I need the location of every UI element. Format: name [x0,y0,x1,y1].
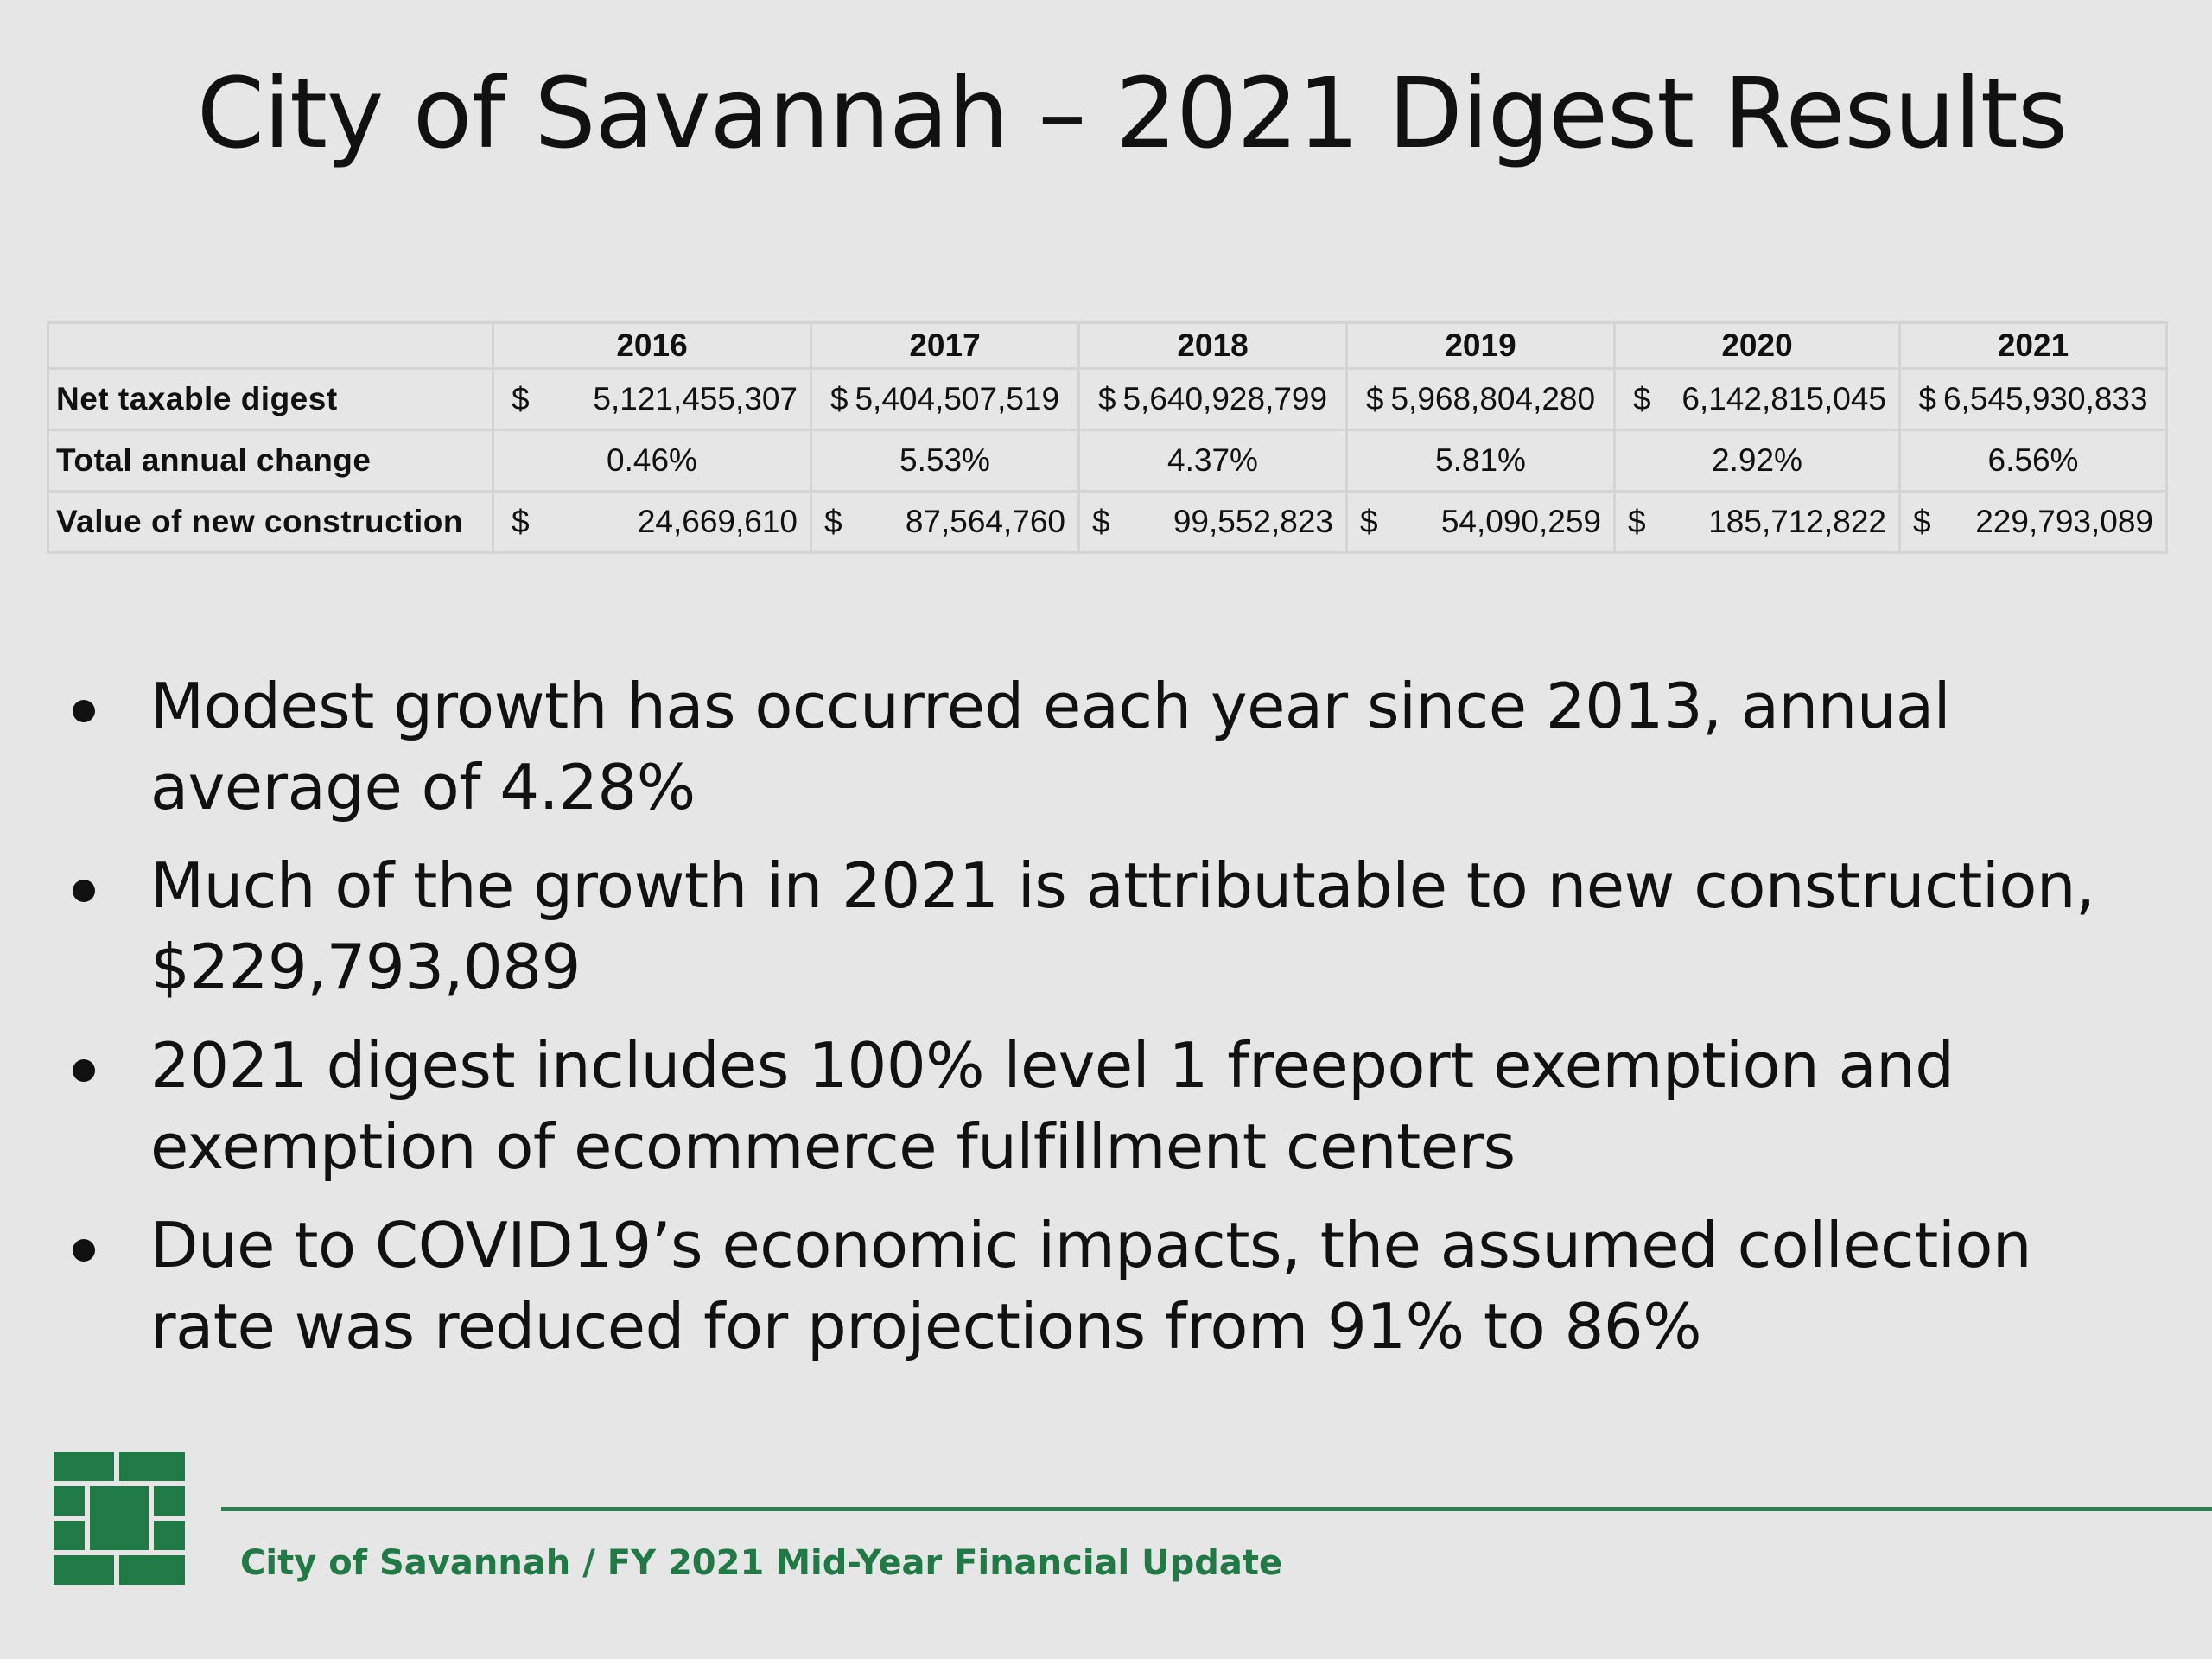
currency-symbol: $ [1092,504,1110,539]
table-cell: $185,712,822 [1613,490,1901,554]
table-cell: $99,552,823 [1077,490,1348,554]
currency-symbol: $ [512,381,530,416]
amount: 6,142,815,045 [1681,381,1886,416]
table-cell: $87,564,760 [810,490,1080,554]
bullet-dot-icon [73,1059,95,1082]
city-brick-logo-icon [54,1452,185,1585]
amount: 99,552,823 [1173,504,1333,539]
table-cell: $24,669,610 [492,490,812,554]
amount: 6,545,930,833 [1942,381,2148,416]
table-cell: $6,545,930,833 [1898,367,2168,431]
row-label: Net taxable digest [47,367,494,431]
amount: 54,090,259 [1440,504,1601,539]
table-cell: 4.37% [1077,429,1348,493]
header-2021: 2021 [1898,321,2168,370]
amount: 229,793,089 [1975,504,2153,539]
amount: 5,121,455,307 [593,381,798,416]
currency-symbol: $ [1628,504,1646,539]
table-cell: 5.81% [1345,429,1616,493]
bullet-dot-icon [73,700,95,722]
currency-symbol: $ [1360,504,1378,539]
row-label: Total annual change [47,429,494,493]
currency-symbol: $ [824,504,842,539]
header-2020: 2020 [1613,321,1901,370]
header-2019: 2019 [1345,321,1616,370]
table-row-total-annual-change: Total annual change 0.46% 5.53% 4.37% 5.… [47,429,2168,493]
amount: 185,712,822 [1708,504,1886,539]
table-cell: $229,793,089 [1898,490,2168,554]
header-2016: 2016 [492,321,812,370]
list-item: Due to COVID19’s economic impacts, the a… [62,1205,2171,1367]
table-cell: 5.53% [810,429,1080,493]
amount: 24,669,610 [637,504,798,539]
table-row-value-new-construction: Value of new construction $24,669,610 $8… [47,490,2168,554]
list-item: Modest growth has occurred each year sin… [62,665,2171,828]
header-empty [47,321,494,370]
table-cell: 0.46% [492,429,812,493]
amount: 87,564,760 [905,504,1065,539]
currency-symbol: $ [1913,504,1931,539]
amount: 5,968,804,280 [1390,381,1596,416]
currency-symbol: $ [1097,381,1116,416]
currency-symbol: $ [830,381,849,416]
table-cell: $54,090,259 [1345,490,1616,554]
bullet-text: 2021 digest includes 100% level 1 freepo… [150,1029,1955,1183]
table-cell: 6.56% [1898,429,2168,493]
bullet-list: Modest growth has occurred each year sin… [62,665,2171,1384]
header-2018: 2018 [1077,321,1348,370]
currency-symbol: $ [1633,381,1651,416]
bullet-text: Much of the growth in 2021 is attributab… [150,849,2095,1003]
list-item: 2021 digest includes 100% level 1 freepo… [62,1025,2171,1187]
bullet-text: Modest growth has occurred each year sin… [150,670,1951,823]
currency-symbol: $ [512,504,530,539]
digest-table: 2016 2017 2018 2019 2020 2021 Net taxabl… [47,321,2168,554]
table-cell: $5,121,455,307 [492,367,812,431]
row-label: Value of new construction [47,490,494,554]
footer-divider [221,1507,2212,1511]
bullet-dot-icon [73,1239,95,1262]
bullet-text: Due to COVID19’s economic impacts, the a… [150,1209,2032,1363]
list-item: Much of the growth in 2021 is attributab… [62,845,2171,1007]
table-header-row: 2016 2017 2018 2019 2020 2021 [47,321,2168,370]
slide-title: City of Savannah – 2021 Digest Results [196,58,2068,170]
table-cell: $5,640,928,799 [1077,367,1348,431]
currency-symbol: $ [1918,381,1936,416]
bullet-dot-icon [73,880,95,902]
table-cell: $5,968,804,280 [1345,367,1616,431]
table-cell: $5,404,507,519 [810,367,1080,431]
table-row-net-taxable-digest: Net taxable digest $5,121,455,307 $5,404… [47,367,2168,431]
table-cell: 2.92% [1613,429,1901,493]
currency-symbol: $ [1365,381,1384,416]
header-2017: 2017 [810,321,1080,370]
amount: 5,404,507,519 [855,381,1060,416]
table-cell: $6,142,815,045 [1613,367,1901,431]
footer-text: City of Savannah / FY 2021 Mid-Year Fina… [240,1543,1283,1583]
amount: 5,640,928,799 [1122,381,1328,416]
